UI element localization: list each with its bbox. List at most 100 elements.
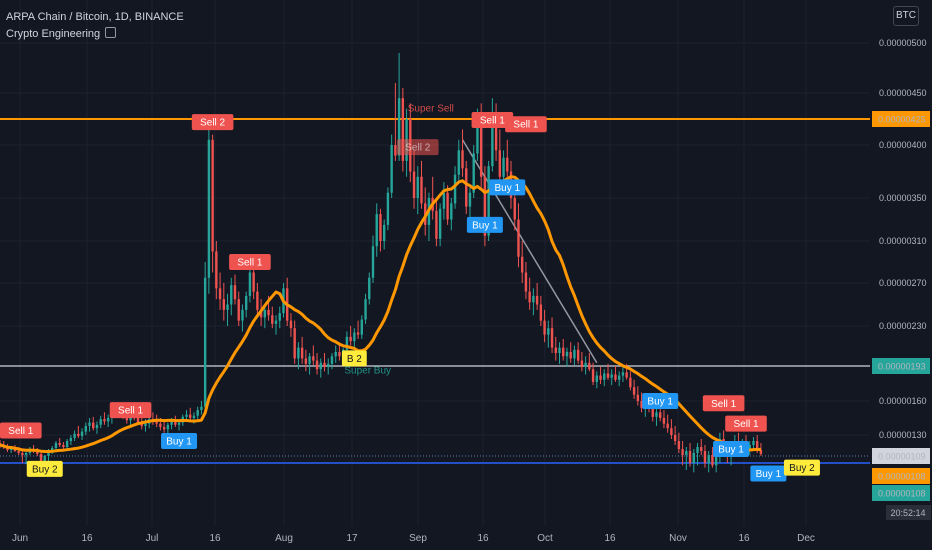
signal-label: Buy 1 xyxy=(718,445,744,456)
candle-body xyxy=(174,421,177,425)
candle-body xyxy=(453,174,457,204)
candle-body xyxy=(345,336,349,350)
candle-body xyxy=(136,418,140,423)
candle-body xyxy=(461,150,464,169)
candle-body xyxy=(21,453,24,455)
price-tag-label: 0.00000193 xyxy=(878,362,926,372)
signal-badge xyxy=(466,216,503,233)
candle-body xyxy=(211,139,214,252)
x-tick-label: Jun xyxy=(12,533,28,544)
candle-body xyxy=(95,424,99,429)
candle-body xyxy=(550,328,554,348)
price-axis: 0.00000500 0.00000450 0.00000400 0.00000350… xyxy=(872,0,932,550)
candlesticks xyxy=(0,53,763,473)
candle-body xyxy=(125,416,129,421)
price-tag-bg xyxy=(872,358,930,374)
overlays: Super Sell Super Buy xyxy=(0,104,761,453)
x-tick-label: 16 xyxy=(209,533,221,544)
x-tick-label: 16 xyxy=(81,533,93,544)
candle-body xyxy=(106,418,110,422)
price-tag-label: 0.00000109 xyxy=(878,452,926,462)
y-tick-label: 0.00000270 xyxy=(879,278,927,288)
y-tick-label: 0.00000160 xyxy=(879,396,927,406)
candle-body xyxy=(610,374,613,378)
candle-body xyxy=(233,285,237,300)
candle-body xyxy=(196,410,199,416)
candle-body xyxy=(338,351,341,357)
y-tick-label: 0.00000230 xyxy=(879,321,927,331)
candle-body xyxy=(200,406,203,411)
price-tag-label: 0.00000108 xyxy=(878,489,926,499)
candle-body xyxy=(599,375,602,380)
eye-icon[interactable] xyxy=(105,27,117,38)
candle-body xyxy=(554,347,557,354)
candle-body xyxy=(565,351,569,357)
candle-body xyxy=(666,423,669,429)
signal-badge xyxy=(505,116,547,133)
candle-body xyxy=(103,419,106,422)
candle-body xyxy=(192,415,196,418)
candle-body xyxy=(162,427,166,430)
signal-label: B 2 xyxy=(347,354,362,365)
candle-body xyxy=(640,401,643,408)
candle-body xyxy=(293,328,296,359)
candle-body xyxy=(382,224,386,241)
candle-body xyxy=(711,455,714,466)
candle-body xyxy=(591,369,595,382)
y-tick-label: 0.00000130 xyxy=(879,430,927,440)
signal-badge xyxy=(725,415,767,432)
candle-body xyxy=(263,309,267,318)
candle-body xyxy=(297,347,300,359)
candle-body xyxy=(394,145,397,156)
candle-body xyxy=(271,315,274,324)
candle-body xyxy=(330,356,334,364)
y-tick-label: 0.00000350 xyxy=(879,193,927,203)
signal-badge xyxy=(0,422,42,439)
candle-body xyxy=(476,119,479,154)
candle-body xyxy=(248,272,252,296)
candle-body xyxy=(226,304,229,310)
y-tick-label: 0.00000310 xyxy=(879,236,927,246)
candle-body xyxy=(625,372,628,378)
candle-body xyxy=(360,319,364,335)
x-tick-label: Nov xyxy=(669,533,687,544)
candle-body xyxy=(438,208,442,239)
candle-body xyxy=(435,210,438,239)
signal-badge xyxy=(750,465,787,482)
candle-body xyxy=(274,320,278,324)
candle-body xyxy=(349,336,352,342)
candle-body xyxy=(416,176,419,198)
signal-label: Sell 1 xyxy=(711,399,736,410)
candle-body xyxy=(390,145,393,193)
candle-body xyxy=(558,347,561,354)
candle-body xyxy=(88,422,91,426)
candle-body xyxy=(323,362,326,368)
candle-body xyxy=(222,299,225,310)
candle-body xyxy=(457,150,460,175)
candle-body xyxy=(315,360,319,370)
candle-body xyxy=(677,441,681,449)
x-tick-label: 16 xyxy=(477,533,489,544)
candle-body xyxy=(692,453,695,463)
signal-label: Buy 1 xyxy=(647,397,673,408)
candle-body xyxy=(543,320,546,335)
indicator-row[interactable]: Crypto Engineering xyxy=(6,27,117,40)
candle-body xyxy=(36,451,39,454)
x-tick-label: 16 xyxy=(604,533,616,544)
candle-body xyxy=(573,349,576,359)
signal-badge xyxy=(783,459,820,476)
candle-body xyxy=(748,445,751,449)
candle-body xyxy=(450,203,453,220)
candle-body xyxy=(159,423,162,428)
currency-button[interactable]: BTC xyxy=(893,6,919,26)
candle-body xyxy=(446,192,449,220)
candle-body xyxy=(334,351,337,357)
candle-body xyxy=(244,295,248,310)
price-tag-bg xyxy=(872,448,930,464)
candle-body xyxy=(252,272,255,292)
moving-average-line xyxy=(0,175,761,453)
candle-body xyxy=(215,251,218,289)
candle-body xyxy=(207,139,211,278)
candle-body xyxy=(304,358,308,364)
